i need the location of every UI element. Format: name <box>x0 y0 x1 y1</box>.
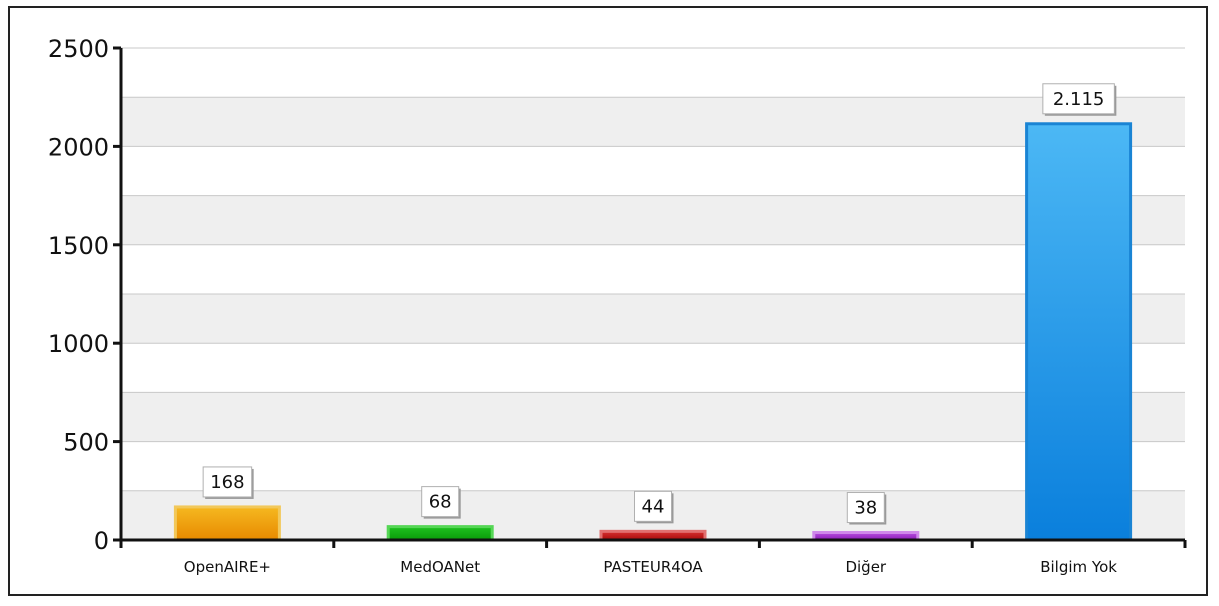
bar-openaire- <box>173 505 281 542</box>
y-tick-label: 1000 <box>48 330 109 358</box>
y-tick-label: 2500 <box>48 35 109 63</box>
data-label: 38 <box>854 498 877 519</box>
bar-bilgim-yok <box>1025 122 1133 542</box>
plot-bands <box>121 97 1185 540</box>
x-tick-label: Diğer <box>845 558 886 576</box>
data-label-box <box>634 490 672 522</box>
data-label-box <box>846 492 885 524</box>
bars <box>173 122 1133 542</box>
data-label-box <box>1042 83 1115 115</box>
data-label-box <box>421 486 460 518</box>
data-label: 68 <box>429 492 452 513</box>
data-label: 44 <box>642 496 665 517</box>
y-tick-label: 0 <box>94 527 109 555</box>
axes: OpenAIRE+ MedOANet PASTEUR4OA Diğer Bilgim Y… <box>48 35 1187 576</box>
plot-band <box>121 294 1185 344</box>
x-tick-label: Bilgim Yok <box>1040 558 1117 576</box>
grid-lines <box>121 47 1185 492</box>
bar-medoanet <box>386 525 494 542</box>
plot-band <box>121 195 1185 245</box>
data-label-box <box>202 466 253 498</box>
plot-band <box>121 97 1185 147</box>
data-label: 2.115 <box>1053 89 1105 110</box>
plot-band <box>121 392 1185 442</box>
y-tick-label: 1500 <box>48 232 109 260</box>
y-tick-label: 2000 <box>48 133 109 161</box>
data-labels: 168 68 44 38 2.115 <box>202 83 1117 525</box>
x-tick-label: MedOANet <box>400 558 480 576</box>
data-label: 168 <box>210 472 244 493</box>
x-tick-label: PASTEUR4OA <box>603 558 703 576</box>
y-tick-label: 500 <box>63 429 109 457</box>
x-tick-label: OpenAIRE+ <box>184 558 271 576</box>
